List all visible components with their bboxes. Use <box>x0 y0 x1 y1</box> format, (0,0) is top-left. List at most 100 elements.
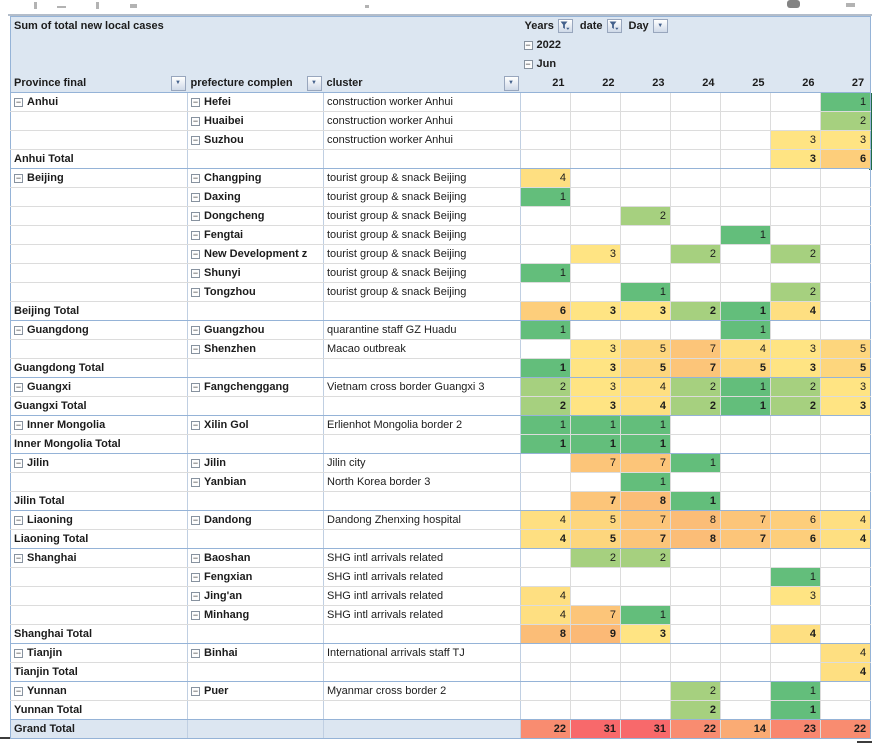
value-cell[interactable] <box>670 149 721 169</box>
prefecture-cell[interactable]: − Fengtai <box>187 225 324 245</box>
cluster-cell[interactable]: Myanmar cross border 2 <box>323 681 521 701</box>
value-cell[interactable] <box>670 472 721 492</box>
value-cell[interactable] <box>670 434 721 454</box>
cluster-cell[interactable]: tourist group & snack Beijing <box>323 168 521 188</box>
province-cell[interactable]: − Beijing <box>10 168 188 188</box>
value-cell[interactable] <box>770 225 821 245</box>
collapse-icon[interactable]: − <box>191 382 200 392</box>
prefecture-cell[interactable]: − Dandong <box>187 510 324 530</box>
value-cell[interactable]: 7 <box>620 510 671 530</box>
value-cell[interactable] <box>670 586 721 606</box>
value-cell[interactable]: 1 <box>620 434 671 454</box>
value-cell[interactable]: 1 <box>620 282 671 302</box>
value-cell[interactable]: 31 <box>570 719 621 739</box>
value-cell[interactable] <box>720 472 771 492</box>
cluster-cell[interactable] <box>323 491 521 511</box>
value-cell[interactable] <box>720 168 771 188</box>
value-cell[interactable] <box>520 700 571 720</box>
collapse-icon[interactable]: − <box>523 59 533 69</box>
prefecture-cell[interactable]: − Jing'an <box>187 586 324 606</box>
cluster-cell[interactable] <box>323 700 521 720</box>
value-cell[interactable] <box>770 662 821 682</box>
value-cell[interactable]: 1 <box>670 453 721 473</box>
prefecture-cell[interactable]: − Shunyi <box>187 263 324 283</box>
cluster-cell[interactable]: tourist group & snack Beijing <box>323 187 521 207</box>
value-cell[interactable]: 3 <box>620 301 671 321</box>
value-cell[interactable]: 3 <box>820 130 871 150</box>
province-cell[interactable] <box>10 282 188 302</box>
province-cell[interactable] <box>10 586 188 606</box>
value-cell[interactable]: 1 <box>570 434 621 454</box>
collapse-icon[interactable]: − <box>14 173 23 183</box>
value-cell[interactable] <box>520 282 571 302</box>
value-cell[interactable] <box>570 586 621 606</box>
value-cell[interactable] <box>520 149 571 169</box>
collapse-icon[interactable]: − <box>191 135 200 145</box>
years-filter-button[interactable] <box>557 19 573 34</box>
value-cell[interactable]: 7 <box>720 510 771 530</box>
collapse-icon[interactable]: − <box>191 97 200 107</box>
value-cell[interactable]: 23 <box>770 719 821 739</box>
value-cell[interactable]: 1 <box>520 415 571 435</box>
cluster-cell[interactable] <box>323 396 521 416</box>
value-cell[interactable] <box>570 225 621 245</box>
prefecture-cell[interactable] <box>187 301 324 321</box>
day-column-header[interactable]: 24 <box>670 73 721 93</box>
value-cell[interactable] <box>620 662 671 682</box>
value-cell[interactable] <box>820 453 871 473</box>
value-cell[interactable]: 4 <box>620 396 671 416</box>
prefecture-cell[interactable]: − Suzhou <box>187 130 324 150</box>
collapse-icon[interactable]: − <box>14 458 23 468</box>
province-cell[interactable]: Guangdong Total <box>10 358 188 378</box>
cluster-cell[interactable]: quarantine staff GZ Huadu <box>323 320 521 340</box>
value-cell[interactable]: 6 <box>820 149 871 169</box>
value-cell[interactable] <box>570 681 621 701</box>
prefecture-cell[interactable]: − Baoshan <box>187 548 324 568</box>
value-cell[interactable]: 3 <box>570 377 621 397</box>
cluster-cell[interactable]: tourist group & snack Beijing <box>323 263 521 283</box>
value-cell[interactable]: 1 <box>770 681 821 701</box>
prefecture-cell[interactable]: − Dongcheng <box>187 206 324 226</box>
cluster-cell[interactable] <box>323 529 521 549</box>
value-cell[interactable] <box>670 263 721 283</box>
province-cell[interactable] <box>10 206 188 226</box>
value-cell[interactable]: 3 <box>770 149 821 169</box>
value-cell[interactable]: 1 <box>720 225 771 245</box>
value-cell[interactable]: 1 <box>520 187 571 207</box>
value-cell[interactable] <box>520 130 571 150</box>
day-column-header[interactable]: 22 <box>570 73 621 93</box>
collapse-icon[interactable]: − <box>14 515 23 525</box>
value-cell[interactable]: 4 <box>520 510 571 530</box>
collapse-icon[interactable]: − <box>191 553 200 563</box>
value-cell[interactable] <box>620 111 671 131</box>
value-cell[interactable] <box>670 567 721 587</box>
value-cell[interactable]: 5 <box>720 358 771 378</box>
value-cell[interactable] <box>620 168 671 188</box>
value-cell[interactable] <box>620 225 671 245</box>
value-cell[interactable]: 1 <box>620 415 671 435</box>
value-cell[interactable] <box>570 263 621 283</box>
value-cell[interactable]: 1 <box>720 320 771 340</box>
value-cell[interactable]: 7 <box>570 491 621 511</box>
value-cell[interactable]: 4 <box>620 377 671 397</box>
value-cell[interactable]: 6 <box>770 510 821 530</box>
day-column-header[interactable]: 25 <box>720 73 771 93</box>
value-cell[interactable] <box>820 548 871 568</box>
collapse-icon[interactable]: − <box>191 344 200 354</box>
value-cell[interactable]: 1 <box>770 567 821 587</box>
value-cell[interactable]: 22 <box>820 719 871 739</box>
value-cell[interactable] <box>670 206 721 226</box>
value-cell[interactable]: 1 <box>720 377 771 397</box>
date-filter-button[interactable] <box>606 19 622 34</box>
value-cell[interactable] <box>720 206 771 226</box>
value-cell[interactable]: 3 <box>770 339 821 359</box>
value-cell[interactable]: 1 <box>670 491 721 511</box>
value-cell[interactable] <box>770 434 821 454</box>
value-cell[interactable]: 3 <box>770 586 821 606</box>
value-cell[interactable] <box>720 244 771 264</box>
day-column-header[interactable]: 23 <box>620 73 671 93</box>
value-cell[interactable] <box>620 263 671 283</box>
value-cell[interactable]: 2 <box>620 548 671 568</box>
cluster-cell[interactable]: Jilin city <box>323 453 521 473</box>
value-cell[interactable]: 6 <box>770 529 821 549</box>
